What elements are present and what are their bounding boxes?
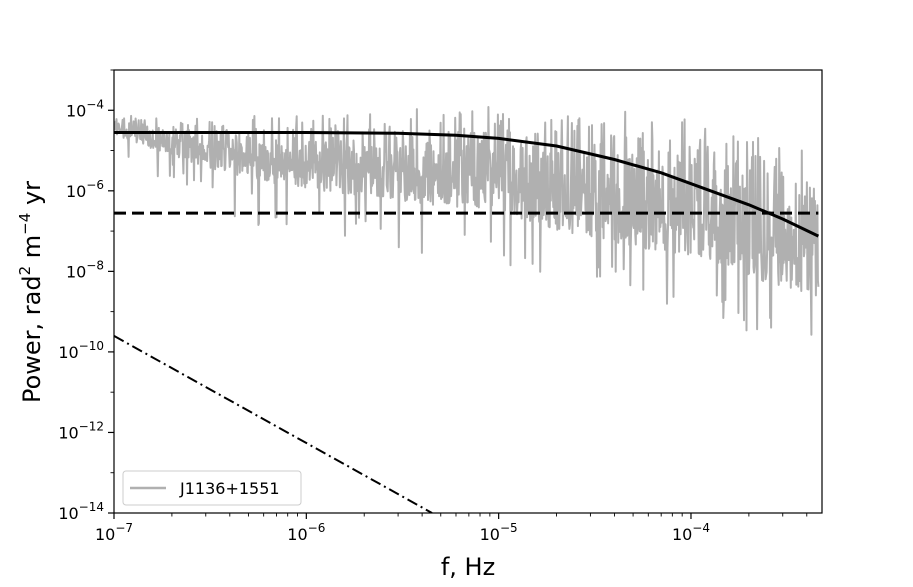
x-tick-label: 10−7: [95, 521, 133, 544]
x-axis-ticks: 10−7 10−6 10−5 10−4: [95, 513, 808, 544]
legend-label: J1136+1551: [179, 479, 280, 498]
y-tick-label: 10−10: [58, 339, 104, 362]
series-noise-psd: [114, 106, 820, 336]
series-layer: [114, 106, 820, 513]
legend-box: [122, 470, 302, 506]
y-tick-label: 10−4: [66, 97, 104, 120]
x-tick-label: 10−4: [672, 521, 710, 544]
series-model-fit: [114, 131, 820, 238]
y-tick-label: 10−6: [66, 178, 104, 201]
x-axis-title: f, Hz: [441, 553, 495, 581]
plot-frame: [113, 69, 823, 514]
y-axis-title: Power, rad2 m−4 yr: [16, 181, 46, 403]
x-tick-label: 10−5: [480, 521, 518, 544]
y-tick-label: 10−14: [58, 500, 104, 523]
y-axis-ticks: 10−14 10−12 10−10 10−8 10−6 10−4: [58, 69, 114, 523]
series-power-law: [114, 335, 433, 513]
y-tick-label: 10−12: [58, 419, 104, 442]
legend: J1136+1551: [122, 470, 302, 506]
y-tick-label: 10−8: [66, 258, 104, 281]
x-tick-label: 10−6: [287, 521, 325, 544]
